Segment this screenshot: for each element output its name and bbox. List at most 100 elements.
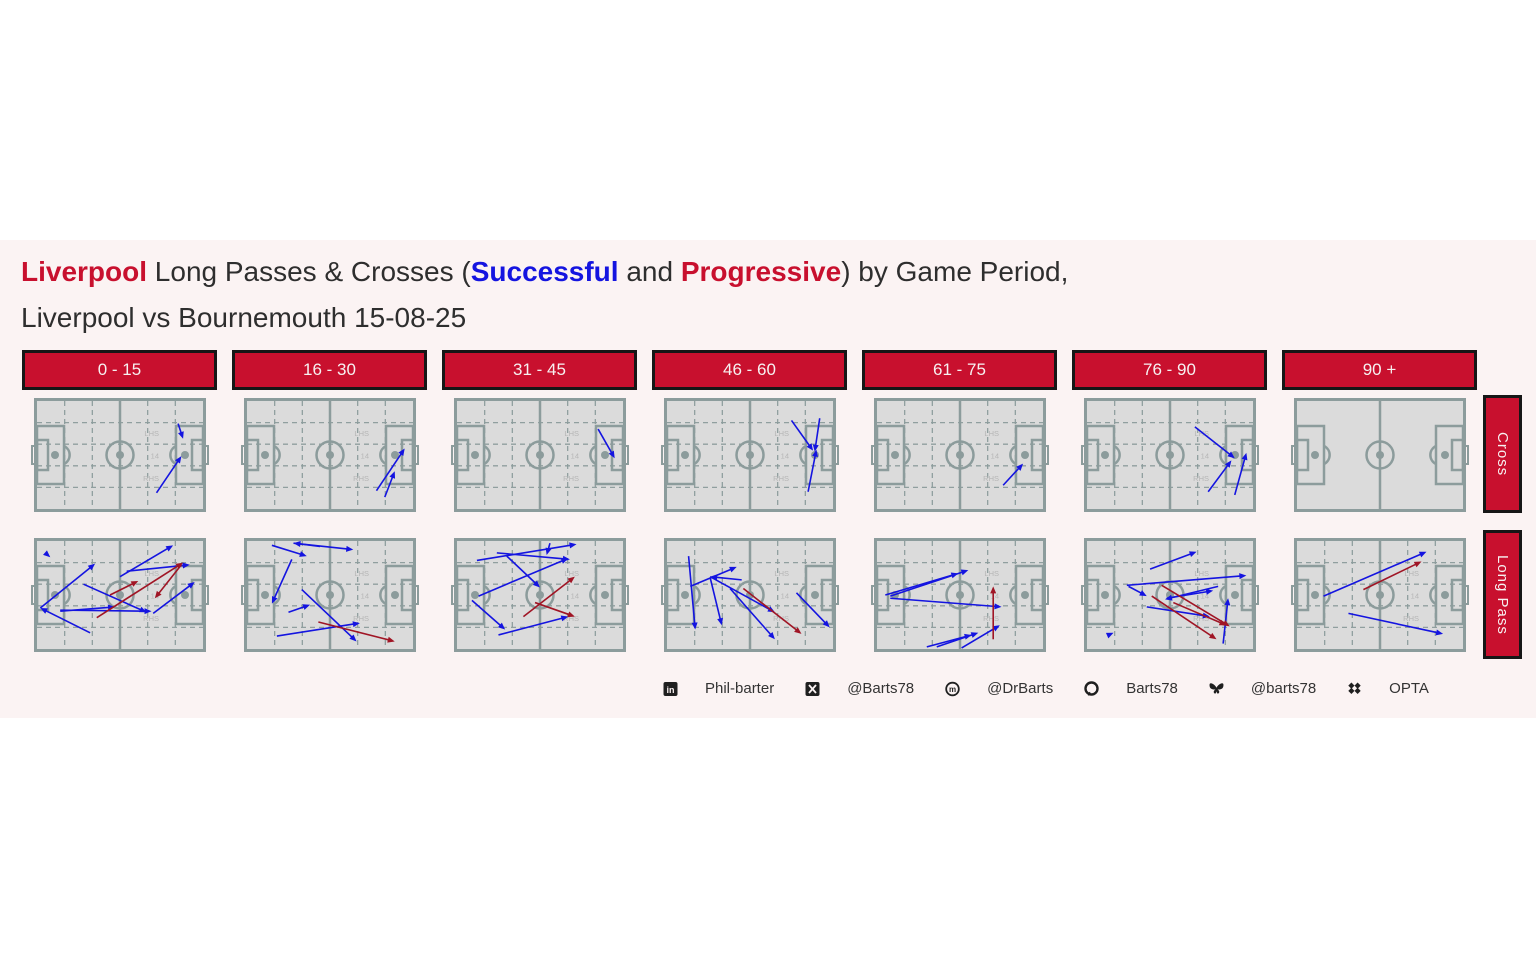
title-segment-2: Successful <box>470 256 619 287</box>
zone-label: LHS <box>1194 569 1209 578</box>
zone-label: 14 <box>570 452 578 461</box>
pass-arrow <box>1127 585 1147 597</box>
pass-arrow <box>42 550 50 558</box>
pass-arrow <box>1149 551 1197 570</box>
pass-arrow <box>545 542 551 556</box>
footer-item-5: OPTA <box>1346 680 1429 697</box>
chart-subtitle: Liverpool vs Bournemouth 15-08-25 <box>21 302 467 333</box>
pass-arrow <box>1150 595 1216 640</box>
title-segment-5: ) by Game Period, <box>841 256 1069 287</box>
period-button-2: 31 - 45 <box>442 350 637 390</box>
pass-arrow <box>1233 452 1247 496</box>
pass-arrow <box>126 562 190 573</box>
pass-arrow <box>276 621 360 637</box>
footer-item-3: Barts78 <box>1083 680 1178 697</box>
zone-label: RHS <box>563 614 579 623</box>
footer-label: Barts78 <box>1126 680 1178 697</box>
pass-arrow <box>989 586 996 640</box>
footer-label: @DrBarts <box>987 680 1054 697</box>
pass-arrow <box>1347 612 1443 636</box>
title-segment-4: Progressive <box>680 256 842 287</box>
pass-arrow <box>522 576 575 618</box>
zone-label: RHS <box>1193 614 1209 623</box>
pass-arrow <box>708 577 723 626</box>
zone-label: LHS <box>984 429 999 438</box>
bluesky-icon <box>1208 681 1225 697</box>
pass-arrow <box>176 423 184 439</box>
pass-arrow <box>1207 460 1231 493</box>
footer-item-1: @Barts78 <box>804 680 914 697</box>
zone-label: RHS <box>143 474 159 483</box>
pass-arrow <box>1193 426 1235 459</box>
zone-label: RHS <box>353 614 369 623</box>
svg-text:in: in <box>667 685 675 695</box>
pass-arrow <box>812 418 821 452</box>
period-button-1: 16 - 30 <box>232 350 427 390</box>
pass-arrow <box>155 456 181 494</box>
pass-arrow <box>1322 551 1426 597</box>
pass-arrow <box>375 448 405 492</box>
period-button-6: 90 + <box>1282 350 1477 390</box>
pass-arrow <box>109 580 138 596</box>
pass-arrow <box>383 471 395 498</box>
opta-icon <box>1346 681 1363 697</box>
linkedin-icon: in <box>662 681 679 697</box>
zone-label: LHS <box>354 429 369 438</box>
footer-item-0: in Phil-barter <box>662 680 774 697</box>
pass-arrow <box>889 569 968 597</box>
zone-label: RHS <box>563 474 579 483</box>
footer-label: Phil-barter <box>705 680 775 697</box>
period-button-4: 61 - 75 <box>862 350 1057 390</box>
zone-label: RHS <box>983 474 999 483</box>
zone-label: LHS <box>1404 569 1419 578</box>
zone-label: 14 <box>780 592 788 601</box>
zone-label: 14 <box>150 592 158 601</box>
pass-arrow <box>960 625 1000 649</box>
pass-arrow <box>1166 588 1213 600</box>
zone-label: 14 <box>1410 592 1418 601</box>
period-button-5: 76 - 90 <box>1072 350 1267 390</box>
zone-label: 14 <box>990 592 998 601</box>
zone-label: 14 <box>360 592 368 601</box>
pass-arrow <box>795 592 830 628</box>
zone-label: LHS <box>144 569 159 578</box>
pass-arrow <box>1105 632 1114 639</box>
pass-arrow <box>806 449 818 492</box>
zone-label: LHS <box>564 569 579 578</box>
title-segment-3: and <box>618 256 681 287</box>
pass-arrow <box>476 542 577 562</box>
pass-arrow <box>889 597 1001 610</box>
period-button-0: 0 - 15 <box>22 350 217 390</box>
pass-arrow <box>477 558 568 597</box>
pass-arrow <box>287 604 310 614</box>
soccer-pitch <box>1290 398 1469 512</box>
svg-text:m: m <box>949 685 956 694</box>
zone-label: 14 <box>150 452 158 461</box>
row-label-long-pass: Long Pass <box>1483 530 1522 659</box>
pass-arrow <box>300 589 357 642</box>
zone-label: 14 <box>1200 452 1208 461</box>
pass-arrow <box>82 583 147 613</box>
zone-label: LHS <box>984 569 999 578</box>
pass-arrow <box>596 428 615 459</box>
zone-label: LHS <box>564 429 579 438</box>
pass-arrow <box>728 587 775 640</box>
zone-label: LHS <box>1194 429 1209 438</box>
soccer-pitch: LHS 14 RHS <box>450 398 629 512</box>
zone-label: LHS <box>774 429 789 438</box>
chart-title: Liverpool Long Passes & Crosses (Success… <box>21 256 1068 288</box>
footer-item-4: @barts78 <box>1208 680 1316 697</box>
period-button-3: 46 - 60 <box>652 350 847 390</box>
pass-arrow <box>497 615 568 636</box>
